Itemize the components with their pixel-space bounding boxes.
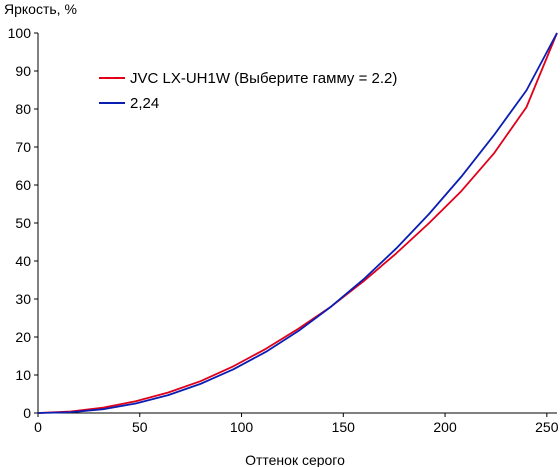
y-tick-label: 10 [15, 367, 31, 383]
legend-label-2: 2,24 [130, 95, 159, 112]
x-tick-label: 150 [332, 419, 356, 435]
legend-label-1: JVC LX-UH1W (Выберите гамму = 2.2) [130, 70, 397, 87]
y-tick-label: 60 [15, 177, 31, 193]
legend: JVC LX-UH1W (Выберите гамму = 2.2) 2,24 [99, 70, 397, 112]
series-line-1 [37, 32, 558, 414]
x-tick-label: 0 [34, 419, 42, 435]
series-line-2 [37, 32, 558, 414]
x-tick-label: 200 [433, 419, 457, 435]
y-tick-label: 20 [15, 329, 31, 345]
x-axis-title: Оттенок серого [245, 452, 345, 467]
y-tick-label: 50 [15, 215, 31, 231]
y-tick-label: 70 [15, 139, 31, 155]
series-lines [37, 32, 558, 414]
y-tick-label: 90 [15, 63, 31, 79]
axes [37, 33, 557, 414]
y-tick-label: 30 [15, 291, 31, 307]
y-axis-title: Яркость, % [4, 1, 77, 17]
x-tick-label: 50 [132, 419, 148, 435]
x-tick-label: 250 [535, 419, 559, 435]
y-tick-label: 80 [15, 101, 31, 117]
y-tick-label: 40 [15, 253, 31, 269]
y-tick-label: 100 [8, 25, 32, 41]
ticks: 0 10 20 30 40 50 60 70 80 90 100 0 50 100 150 200 250 [8, 25, 559, 435]
y-tick-label: 0 [23, 405, 31, 421]
x-tick-label: 100 [230, 419, 254, 435]
